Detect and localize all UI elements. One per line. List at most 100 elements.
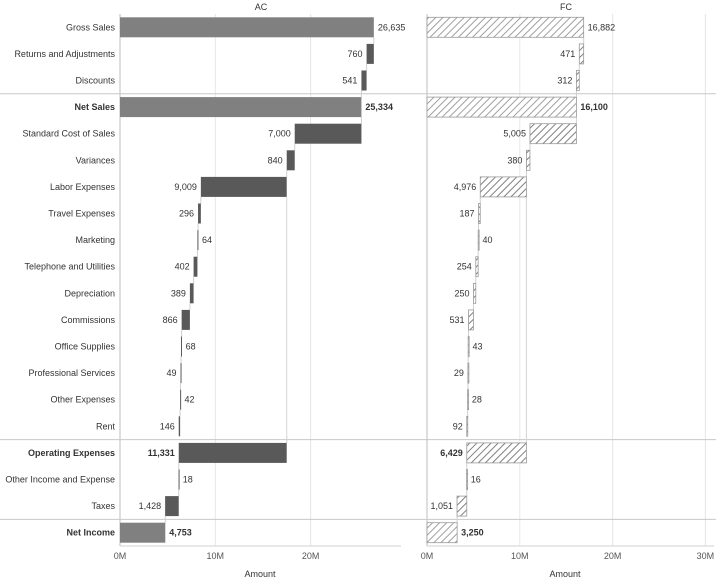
bar-fc [526,149,531,171]
bar-fc [478,203,481,224]
bar-fc [466,442,527,464]
category-label: Net Income [66,528,115,538]
value-label: 16 [471,475,481,485]
value-label: 541 [342,76,357,86]
bar-ac [120,522,166,543]
bar-fc [467,336,470,357]
category-label: Standard Cost of Sales [22,129,115,139]
x-tick-label: 10M [207,551,225,561]
bar-ac [165,496,179,517]
value-label: 760 [348,49,363,59]
bar-fc [468,309,474,331]
category-label: Marketing [75,235,115,245]
panel-title-ac: AC [255,2,268,12]
bar-fc [477,229,480,251]
bar-ac [178,469,180,490]
value-label: 18 [183,475,193,485]
bar-ac [181,309,190,330]
bar-ac [120,97,362,118]
value-label: 389 [171,288,186,298]
bar-ac [120,17,374,38]
x-tick-label: 20M [604,551,622,561]
bar-ac [200,176,287,197]
x-axis-title: Amount [549,569,581,579]
value-label: 43 [473,342,483,352]
value-label: 471 [560,49,575,59]
x-axis-title: Amount [244,569,276,579]
bar-fc [529,123,577,145]
bar-fc [467,362,470,384]
value-label: 42 [185,395,195,405]
value-label: 4,976 [454,182,477,192]
bar-ac [180,389,182,410]
x-tick-label: 10M [511,551,529,561]
value-label: 146 [160,421,175,431]
bar-fc [456,495,468,517]
bar-layer [120,16,585,544]
x-tick-label: 0M [114,551,127,561]
value-label: 5,005 [503,129,526,139]
value-label: 3,250 [461,528,484,538]
value-label: 1,428 [139,501,162,511]
category-label: Taxes [91,501,115,511]
value-label: 49 [167,368,177,378]
value-label: 64 [202,235,212,245]
value-label: 4,753 [169,528,192,538]
bar-ac [193,256,198,277]
category-label: Net Sales [74,102,115,112]
value-label: 6,429 [440,448,463,458]
category-label: Discounts [75,76,115,86]
x-tick-label: 0M [421,551,434,561]
value-label: 296 [179,209,194,219]
value-label: 68 [186,342,196,352]
bar-ac [286,150,295,171]
category-label: Professional Services [28,368,115,378]
value-label: 16,882 [588,22,616,32]
bar-ac [180,363,182,384]
value-label: 26,635 [378,22,406,32]
value-label: 11,331 [148,448,175,458]
bar-fc [466,415,469,437]
value-label: 9,009 [174,182,197,192]
value-label: 531 [450,315,465,325]
bar-ac [198,203,201,224]
bar-fc [475,256,479,278]
value-label: 250 [454,288,469,298]
category-label: Returns and Adjustments [14,49,115,59]
bar-fc [467,389,470,411]
category-label: Office Supplies [55,342,116,352]
bar-ac [180,336,182,357]
value-label: 28 [472,395,482,405]
value-label: 254 [457,262,472,272]
bar-fc [578,43,585,65]
separator-layer [0,93,716,520]
bar-fc [426,522,458,544]
value-label: 29 [454,368,464,378]
value-label: 380 [507,155,522,165]
value-label: 1,051 [430,501,453,511]
value-label: 312 [557,76,572,86]
value-label: 7,000 [268,129,291,139]
x-tick-label: 30M [697,551,715,561]
category-label: Gross Sales [66,22,116,32]
category-label: Labor Expenses [50,182,116,192]
category-label: Telephone and Utilities [24,262,115,272]
bar-ac [361,70,367,91]
bar-ac [189,283,194,304]
value-label: 840 [268,155,283,165]
bar-ac [197,230,199,251]
bar-fc [426,96,577,118]
bar-fc [473,282,477,304]
bar-fc [466,469,469,490]
bar-ac [178,416,181,437]
panel-title-fc: FC [560,2,572,12]
category-label: Rent [96,421,116,431]
category-label: Other Income and Expense [5,475,115,485]
category-label: Operating Expenses [28,448,115,458]
bar-fc [426,16,585,38]
category-label: Depreciation [64,288,115,298]
category-label: Commissions [61,315,116,325]
x-tick-label: 20M [302,551,320,561]
bar-ac [178,442,287,463]
